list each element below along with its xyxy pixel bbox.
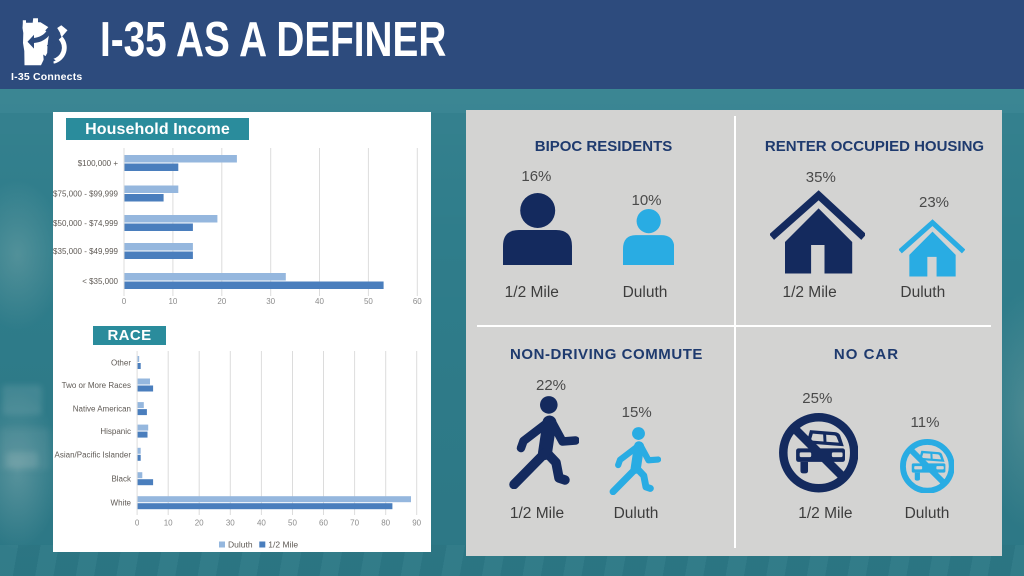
svg-text:1/2 Mile: 1/2 Mile <box>268 540 298 550</box>
svg-text:$100,000 +: $100,000 + <box>78 159 119 168</box>
svg-text:10: 10 <box>168 297 177 306</box>
svg-text:40: 40 <box>315 297 324 306</box>
svg-text:White: White <box>111 499 132 508</box>
svg-text:Black: Black <box>111 475 132 484</box>
svg-text:70: 70 <box>350 519 359 528</box>
svg-text:90: 90 <box>412 519 421 528</box>
svg-text:0: 0 <box>135 519 140 528</box>
svg-text:30: 30 <box>266 297 275 306</box>
svg-text:Two or More Races: Two or More Races <box>62 381 131 390</box>
svg-text:Hispanic: Hispanic <box>100 427 131 436</box>
svg-text:Asian/Pacific Islander: Asian/Pacific Islander <box>55 450 132 459</box>
svg-text:Duluth: Duluth <box>228 540 253 550</box>
svg-text:50: 50 <box>364 297 373 306</box>
svg-text:Native American: Native American <box>73 405 131 414</box>
svg-text:$50,000 - $74,999: $50,000 - $74,999 <box>53 219 118 228</box>
svg-text:< $35,000: < $35,000 <box>82 277 118 286</box>
svg-text:60: 60 <box>413 297 422 306</box>
svg-text:20: 20 <box>195 519 204 528</box>
svg-text:10: 10 <box>164 519 173 528</box>
svg-text:$35,000 - $49,999: $35,000 - $49,999 <box>53 247 118 256</box>
svg-text:Other: Other <box>111 359 131 368</box>
svg-text:80: 80 <box>381 519 390 528</box>
svg-text:50: 50 <box>288 519 297 528</box>
svg-text:40: 40 <box>257 519 266 528</box>
svg-text:60: 60 <box>319 519 328 528</box>
svg-text:$75,000 - $99,999: $75,000 - $99,999 <box>53 190 118 199</box>
svg-text:0: 0 <box>122 297 127 306</box>
svg-text:30: 30 <box>226 519 235 528</box>
svg-text:20: 20 <box>217 297 226 306</box>
